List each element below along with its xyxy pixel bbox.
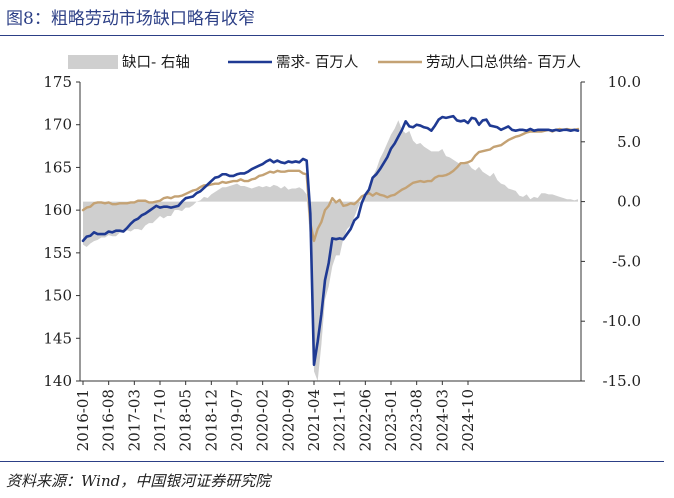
line-layer: [81, 114, 580, 367]
supply-line: [81, 127, 580, 243]
left-tick-label: 155: [43, 244, 72, 262]
x-tick-label: 2020-09: [279, 389, 297, 451]
x-tick-label: 2021-11: [331, 389, 349, 451]
legend-label: 缺口- 右轴: [122, 54, 190, 71]
legend: 缺口- 右轴 需求- 百万人 劳动人口总供给- 百万人: [68, 54, 581, 71]
right-tick-label: -10.0: [603, 312, 641, 330]
legend-swatch-area: [68, 55, 118, 69]
right-tick-label: 10.0: [608, 73, 641, 91]
legend-item: 缺口- 右轴: [68, 54, 190, 71]
axes-layer: 140 145 150 155 160 165 170 175 -15.0 -10.0 -5.0 0.…: [43, 73, 641, 451]
right-tick-label: 0.0: [617, 193, 641, 211]
x-tick-label: 2019-07: [228, 389, 246, 451]
x-tick-label: 2018-05: [177, 389, 195, 451]
legend-item: 劳动人口总供给- 百万人: [378, 54, 581, 71]
left-tick-label: 170: [43, 116, 72, 134]
left-tick-label: 160: [43, 201, 72, 219]
legend-label: 需求- 百万人: [276, 54, 358, 71]
x-tick-label: 2016-01: [74, 389, 92, 451]
left-tick-label: 145: [43, 329, 72, 347]
x-tick-label: 2017-03: [125, 389, 143, 451]
demand-line: [81, 114, 580, 367]
source-note: 资料来源：Wind，中国银河证券研究院: [6, 472, 271, 490]
left-tick-label: 150: [43, 287, 72, 305]
figure-title: 图8：粗略劳动市场缺口略有收窄: [6, 9, 255, 29]
x-tick-label: 2023-01: [382, 389, 400, 451]
left-tick-label: 175: [43, 73, 72, 91]
x-tick-label: 2018-12: [202, 389, 220, 451]
x-tick-label: 2024-03: [433, 389, 451, 451]
left-tick-label: 165: [43, 158, 72, 176]
x-tick-label: 2022-06: [356, 389, 374, 451]
x-tick-label: 2020-02: [254, 389, 272, 451]
x-tick-label: 2024-10: [459, 389, 477, 451]
title-rule: [0, 35, 664, 36]
right-tick-label: -15.0: [603, 372, 641, 390]
source-rule: [0, 461, 664, 462]
right-tick-label: -5.0: [612, 252, 641, 270]
x-tick-label: 2021-04: [305, 389, 323, 451]
left-tick-label: 140: [43, 372, 72, 390]
right-tick-label: 5.0: [617, 133, 641, 151]
x-tick-label: 2016-08: [100, 389, 118, 451]
x-tick-label: 2023-08: [408, 389, 426, 451]
legend-label: 劳动人口总供给- 百万人: [426, 54, 581, 71]
legend-item: 需求- 百万人: [228, 54, 358, 71]
x-tick-label: 2017-10: [151, 389, 169, 451]
